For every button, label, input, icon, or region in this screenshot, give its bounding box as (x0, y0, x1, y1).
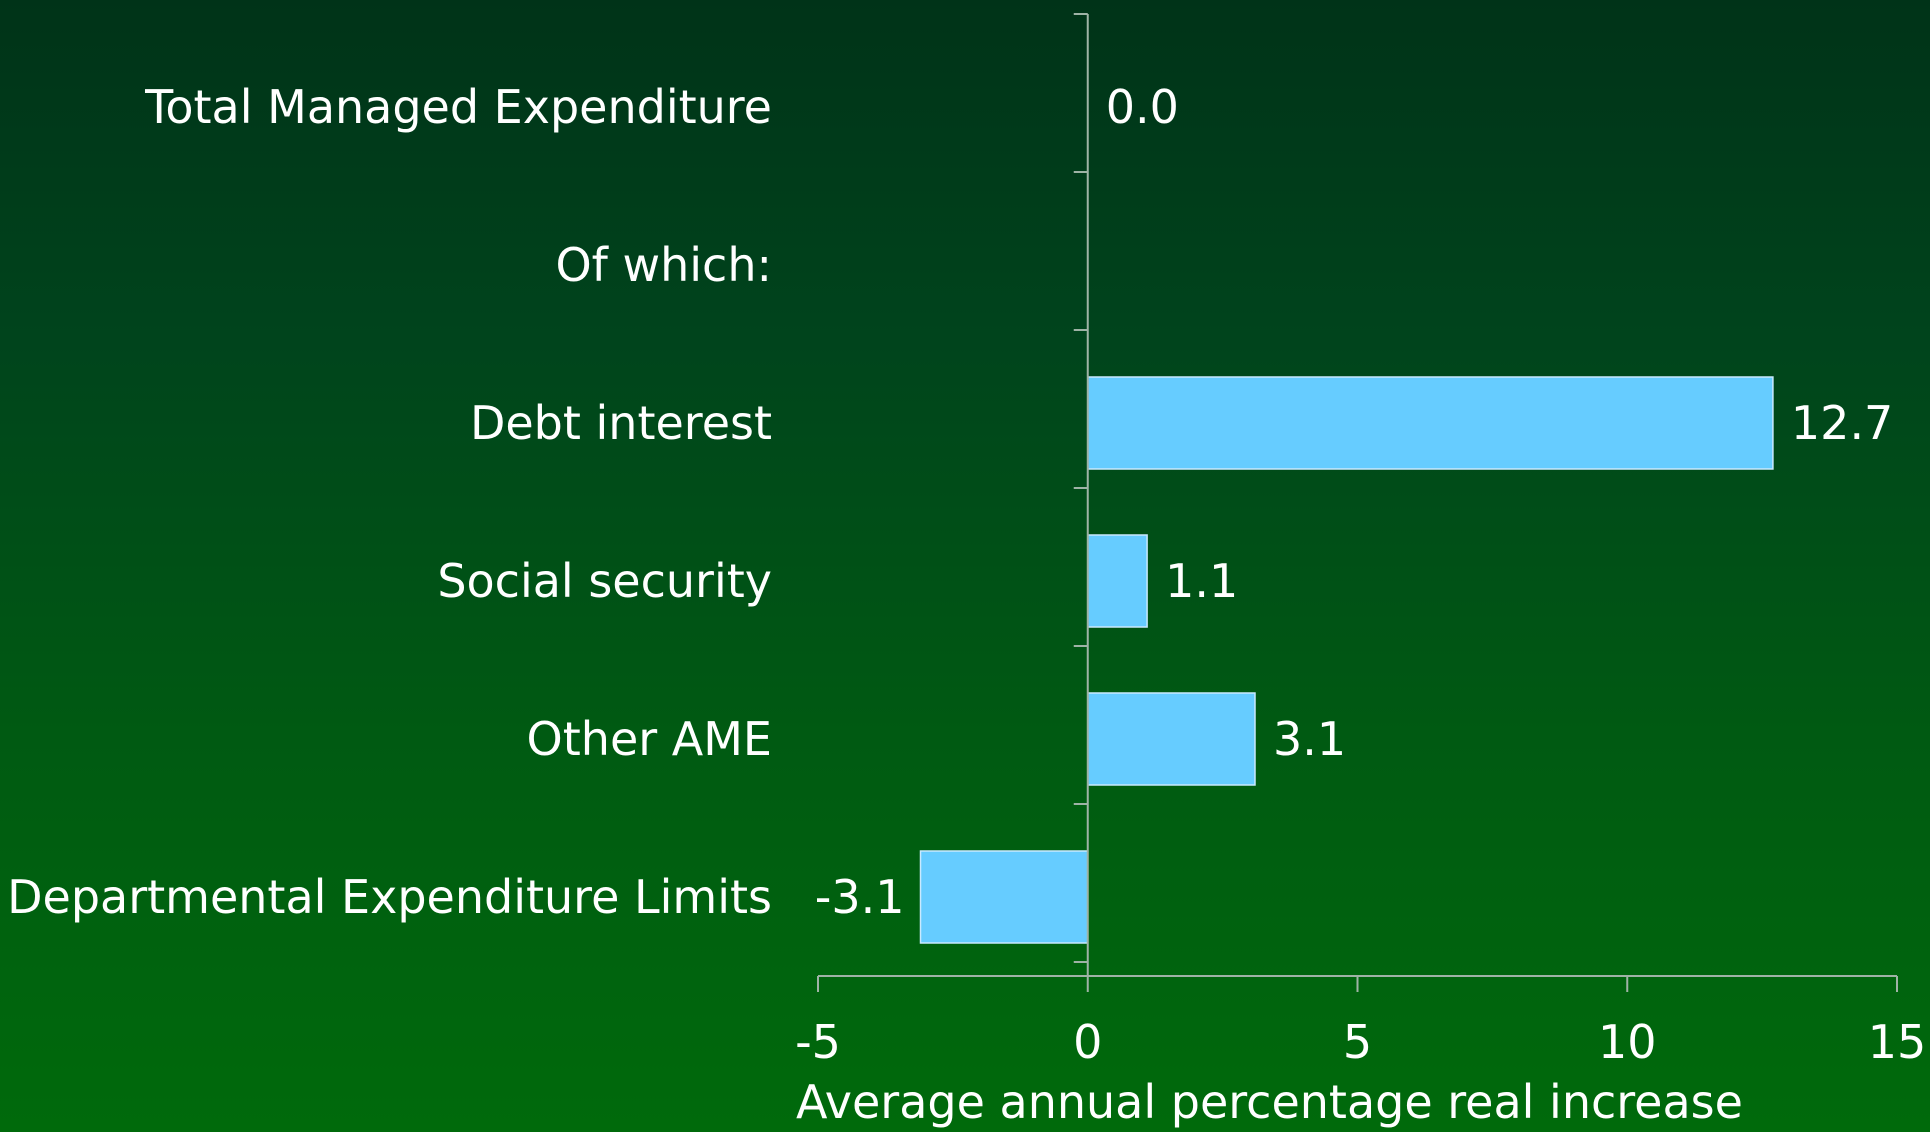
labels-layer: Total Managed Expenditure 0.0 Of which: Deb… (7, 80, 1926, 1069)
bar-other-ame (1087, 692, 1256, 786)
category-label-other-ame: Other AME (527, 712, 772, 766)
category-label-of-which: Of which: (555, 238, 772, 292)
x-tick-label: 15 (1868, 1015, 1927, 1069)
category-label-departmental-expenditure-limits: Departmental Expenditure Limits (7, 870, 772, 924)
data-label-social-security: 1.1 (1165, 554, 1238, 608)
x-axis-title: Average annual percentage real increase (796, 1075, 1743, 1129)
x-tick-label: 10 (1598, 1015, 1657, 1069)
bar-departmental-expenditure-limits (919, 850, 1089, 944)
axis-layer (817, 13, 1898, 992)
x-tick-label: 5 (1343, 1015, 1372, 1069)
bars-layer (919, 376, 1774, 944)
x-tick-label: 0 (1073, 1015, 1102, 1069)
bar-debt-interest (1087, 376, 1774, 470)
category-label-debt-interest: Debt interest (470, 396, 772, 450)
data-label-other-ame: 3.1 (1273, 712, 1346, 766)
data-label-debt-interest: 12.7 (1791, 396, 1893, 450)
category-label-total-managed-expenditure: Total Managed Expenditure (144, 80, 772, 134)
data-label-total-managed-expenditure: 0.0 (1106, 80, 1179, 134)
x-tick-label: -5 (795, 1015, 841, 1069)
bar-social-security (1087, 534, 1148, 628)
category-label-social-security: Social security (437, 554, 772, 608)
data-label-departmental-expenditure-limits: -3.1 (815, 870, 905, 924)
